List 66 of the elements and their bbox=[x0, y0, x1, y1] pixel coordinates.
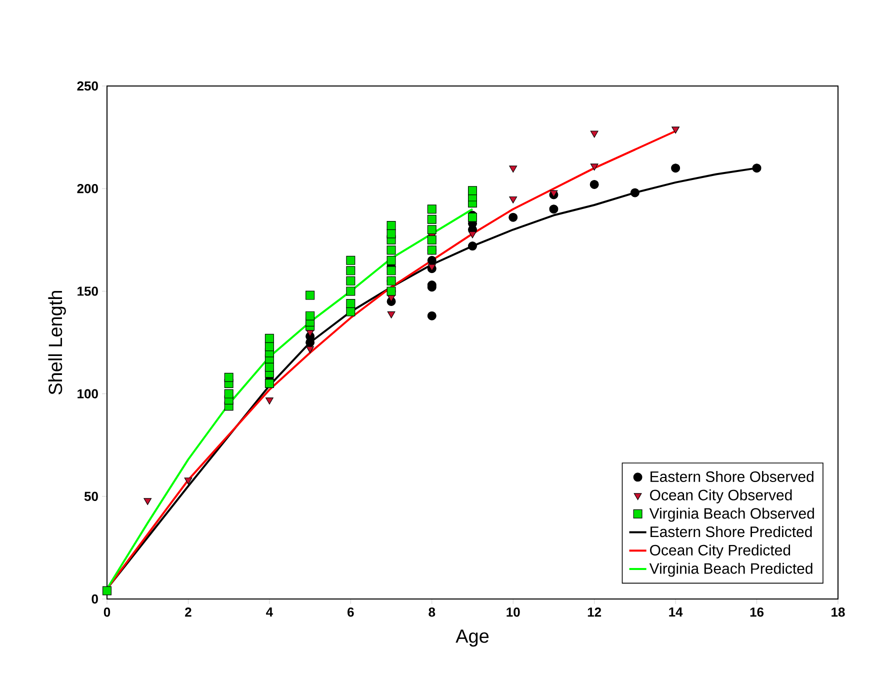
point bbox=[144, 498, 152, 505]
point bbox=[386, 229, 396, 238]
point bbox=[427, 225, 436, 234]
point bbox=[468, 242, 477, 251]
point bbox=[346, 286, 356, 296]
x-tick-label: 6 bbox=[348, 608, 354, 617]
point bbox=[672, 126, 680, 134]
y-tick-label: 50 bbox=[84, 492, 98, 501]
point bbox=[386, 221, 396, 230]
point bbox=[386, 246, 396, 255]
y-tick-label: 250 bbox=[77, 81, 98, 91]
legend-label: Ocean City Predicted bbox=[650, 544, 790, 558]
point bbox=[102, 586, 112, 596]
y-tick-label: 0 bbox=[92, 594, 98, 604]
point bbox=[264, 334, 274, 343]
legend-label: Virginia Beach Observed bbox=[649, 508, 814, 522]
x-axis-title: Age bbox=[456, 630, 489, 647]
x-tick-label: 12 bbox=[588, 608, 602, 617]
x-tick-label: 8 bbox=[428, 608, 436, 617]
legend-label: Virginia Beach Predicted bbox=[649, 562, 812, 577]
point bbox=[387, 311, 396, 318]
point bbox=[224, 372, 234, 382]
x-tick-label: 4 bbox=[266, 608, 273, 616]
legend-label: Eastern Shore Observed bbox=[650, 470, 814, 482]
legend-label: Eastern Shore Predicted bbox=[650, 526, 812, 538]
y-tick-label: 100 bbox=[78, 389, 98, 398]
point bbox=[468, 186, 477, 196]
point bbox=[549, 204, 558, 214]
point bbox=[386, 266, 396, 276]
y-tick-label: 200 bbox=[77, 184, 98, 194]
legend-label: Ocean City Observed bbox=[650, 489, 792, 504]
point bbox=[752, 164, 762, 173]
point bbox=[346, 299, 356, 308]
point bbox=[184, 478, 192, 484]
point bbox=[427, 204, 436, 214]
point bbox=[468, 231, 476, 238]
point bbox=[590, 130, 598, 138]
point bbox=[427, 256, 436, 265]
point bbox=[508, 212, 518, 222]
y-tick-label: 150 bbox=[78, 286, 98, 296]
point bbox=[224, 389, 234, 398]
point bbox=[346, 266, 356, 276]
point bbox=[306, 311, 315, 320]
point bbox=[509, 166, 518, 173]
x-tick-label: 2 bbox=[185, 608, 192, 617]
x-tick-label: 14 bbox=[669, 608, 683, 616]
point bbox=[509, 196, 518, 204]
point bbox=[427, 235, 436, 244]
x-tick-label: 10 bbox=[506, 608, 520, 617]
x-tick-label: 0 bbox=[104, 608, 110, 617]
point bbox=[346, 256, 356, 265]
point bbox=[266, 398, 274, 404]
x-tick-label: 18 bbox=[832, 608, 845, 617]
point bbox=[346, 276, 356, 286]
point bbox=[671, 164, 680, 173]
point bbox=[590, 180, 599, 189]
point bbox=[306, 290, 315, 300]
point bbox=[630, 188, 640, 198]
point bbox=[590, 164, 598, 171]
y-axis-title: Shell Length bbox=[48, 290, 66, 394]
point bbox=[427, 214, 436, 224]
point bbox=[264, 379, 274, 388]
point bbox=[306, 346, 314, 354]
x-tick-label: 16 bbox=[750, 608, 764, 617]
point bbox=[427, 311, 436, 320]
point bbox=[386, 256, 396, 265]
